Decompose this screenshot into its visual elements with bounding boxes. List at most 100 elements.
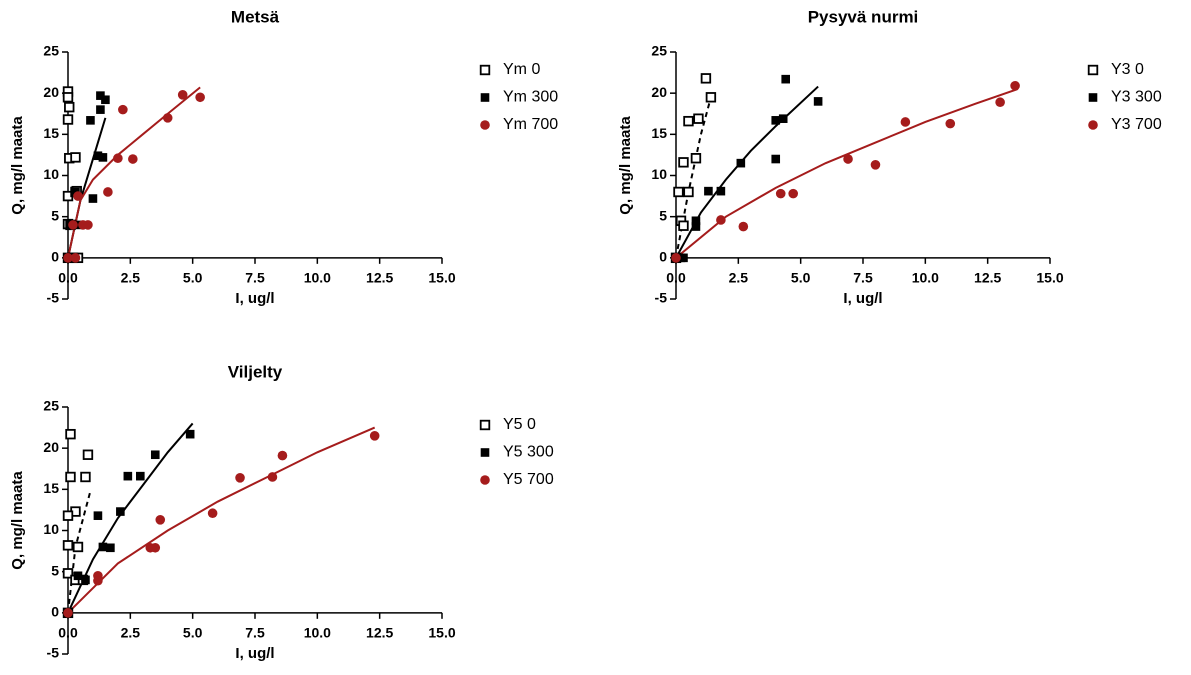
legend-marker	[480, 120, 490, 130]
legend-marker	[479, 419, 491, 431]
x-tick-label: 10.0	[912, 270, 939, 286]
fit-line	[675, 88, 1018, 259]
x-tick-label: 0.0	[58, 625, 78, 641]
point	[690, 153, 702, 164]
point	[716, 215, 726, 225]
point	[93, 151, 103, 161]
chart-title: Viljelty	[228, 362, 283, 381]
point	[235, 473, 245, 483]
point	[813, 97, 823, 106]
point	[277, 450, 288, 461]
y-tick-label: -5	[655, 290, 668, 306]
point	[683, 186, 694, 198]
point	[93, 575, 103, 586]
point	[113, 153, 123, 164]
point	[70, 152, 81, 163]
x-axis-label: I, ug/l	[235, 645, 274, 662]
fit-line	[67, 426, 376, 614]
y-tick-label: -5	[47, 645, 60, 661]
point	[63, 253, 73, 263]
point	[995, 97, 1005, 108]
point	[678, 157, 689, 168]
y-tick-label: 20	[43, 439, 59, 455]
point	[195, 92, 205, 103]
fit-line	[675, 97, 712, 259]
point	[679, 253, 688, 263]
point	[736, 158, 746, 168]
point	[671, 253, 681, 263]
point	[70, 253, 81, 263]
y-tick-label: 0	[51, 604, 59, 620]
point	[704, 186, 713, 196]
point	[128, 154, 138, 164]
chart-title: Pysyvä nurmi	[808, 7, 919, 26]
x-tick-label: 7.5	[853, 270, 873, 286]
point	[136, 471, 145, 481]
legend-label: Y3 0	[1111, 61, 1144, 78]
point	[705, 92, 717, 103]
y-tick-label: 15	[43, 480, 59, 496]
point	[98, 153, 108, 162]
legend-marker	[1087, 64, 1099, 76]
point	[691, 216, 701, 226]
point	[68, 220, 78, 230]
legend-marker	[480, 475, 490, 485]
point	[62, 568, 74, 579]
point	[65, 428, 76, 440]
point	[96, 105, 105, 114]
y-tick-label: 0	[659, 249, 667, 265]
point	[162, 113, 173, 123]
x-tick-label: 12.5	[974, 270, 1001, 286]
point	[86, 116, 95, 125]
point	[673, 186, 684, 198]
point	[73, 220, 83, 230]
point	[62, 114, 74, 125]
point	[771, 116, 781, 125]
point	[945, 118, 956, 129]
x-tick-label: 0.0	[666, 270, 686, 286]
point	[96, 91, 105, 100]
y-tick-label: 15	[651, 125, 667, 141]
point	[683, 115, 694, 127]
x-axis-label: I, ug/l	[235, 290, 274, 307]
y-tick-label: 10	[43, 521, 59, 537]
point	[900, 117, 911, 127]
x-tick-label: 7.5	[245, 625, 265, 641]
point	[775, 188, 786, 199]
legend-label: Ym 700	[503, 116, 558, 133]
y-axis-label: Q, mg/l maata	[9, 471, 26, 570]
legend-label: Y3 300	[1111, 89, 1162, 106]
legend-marker	[480, 448, 490, 457]
point	[369, 431, 380, 441]
point	[64, 101, 75, 113]
point	[73, 571, 83, 581]
fit-line	[67, 422, 194, 614]
x-tick-label: 12.5	[366, 625, 393, 641]
y-tick-label: 10	[651, 166, 667, 182]
y-tick-label: 0	[51, 249, 59, 265]
point	[123, 471, 133, 481]
x-tick-label: 12.5	[366, 270, 393, 286]
x-tick-label: 15.0	[428, 270, 455, 286]
legend-marker	[479, 64, 491, 76]
point	[83, 220, 93, 230]
point	[155, 514, 166, 525]
point	[72, 541, 84, 553]
point	[62, 510, 74, 521]
y-tick-label: 20	[43, 84, 59, 100]
point	[700, 73, 712, 84]
point	[843, 154, 853, 164]
legend-marker	[480, 93, 490, 102]
x-tick-label: 0.0	[58, 270, 78, 286]
x-tick-label: 2.5	[729, 270, 749, 286]
y-axis-label: Q, mg/l maata	[9, 116, 26, 215]
x-tick-label: 5.0	[183, 270, 203, 286]
legend-label: Ym 0	[503, 61, 540, 78]
y-tick-label: 25	[651, 43, 667, 59]
point	[788, 188, 798, 199]
y-tick-label: 5	[51, 207, 59, 223]
y-tick-label: 5	[51, 562, 59, 578]
point	[81, 575, 90, 585]
fit-line	[675, 85, 819, 259]
x-tick-label: 2.5	[121, 625, 141, 641]
